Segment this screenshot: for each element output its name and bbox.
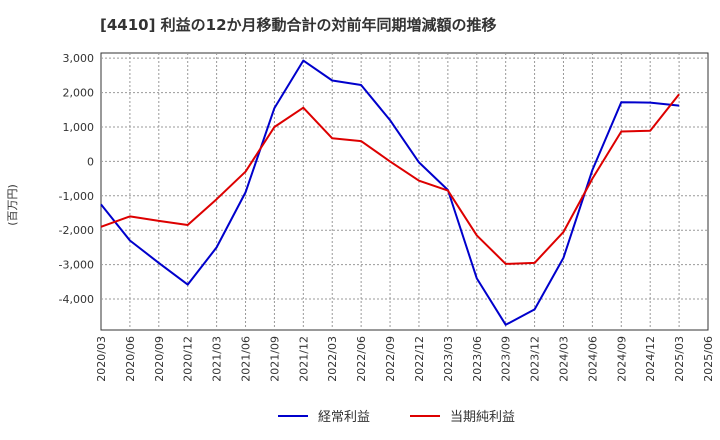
x-tick-label: 2024/06	[586, 336, 599, 382]
x-tick-label: 2020/09	[153, 336, 166, 382]
grid-lines	[101, 53, 708, 330]
x-tick-label: 2020/12	[182, 336, 195, 382]
x-tick-label: 2023/09	[500, 336, 513, 382]
x-tick-label: 2023/03	[442, 336, 455, 382]
y-tick-label: 2,000	[63, 87, 95, 100]
chart-title: [4410] 利益の12か月移動合計の対前年同期増減額の推移	[100, 16, 497, 34]
x-tick-label: 2024/12	[644, 336, 657, 382]
x-tick-label: 2022/09	[384, 336, 397, 382]
legend: 経常利益 当期純利益	[278, 410, 515, 425]
plot-area	[100, 52, 709, 331]
x-tick-label: 2024/09	[615, 336, 628, 382]
legend-label: 経常利益	[318, 410, 370, 425]
x-tick-label: 2021/06	[240, 336, 253, 382]
series-line	[100, 59, 680, 326]
y-tick-label: -1,000	[59, 190, 94, 203]
x-tick-label: 2023/12	[529, 336, 542, 382]
series-line	[100, 93, 680, 265]
y-tick-label: -4,000	[59, 293, 94, 306]
x-tick-label: 2025/03	[673, 336, 686, 382]
y-tick-label: 1,000	[63, 121, 95, 134]
x-tick-label: 2021/12	[297, 336, 310, 382]
x-tick-label: 2024/03	[557, 336, 570, 382]
x-axis-ticks: 2020/03 2020/06 2020/09 2020/12 2021/03 2021/…	[95, 336, 715, 382]
y-axis-ticks: 3,000 2,000 1,000 0 -1,000 -2,000 -3,000 -4,000	[59, 52, 94, 306]
y-tick-label: 3,000	[63, 52, 95, 65]
legend-label: 当期純利益	[450, 410, 515, 425]
y-tick-label: -3,000	[59, 259, 94, 272]
x-tick-label: 2022/06	[355, 336, 368, 382]
x-tick-label: 2025/06	[702, 336, 715, 382]
y-tick-label: 0	[87, 155, 94, 168]
x-tick-label: 2020/03	[95, 336, 108, 382]
y-tick-label: -2,000	[59, 224, 94, 237]
y-axis-label: (百万円)	[6, 184, 19, 226]
x-tick-label: 2022/03	[326, 336, 339, 382]
x-tick-label: 2023/06	[471, 336, 484, 382]
x-tick-label: 2021/03	[211, 336, 224, 382]
x-tick-label: 2022/12	[413, 336, 426, 382]
series-lines	[100, 59, 680, 326]
x-tick-label: 2020/06	[124, 336, 137, 382]
x-tick-label: 2021/09	[268, 336, 281, 382]
